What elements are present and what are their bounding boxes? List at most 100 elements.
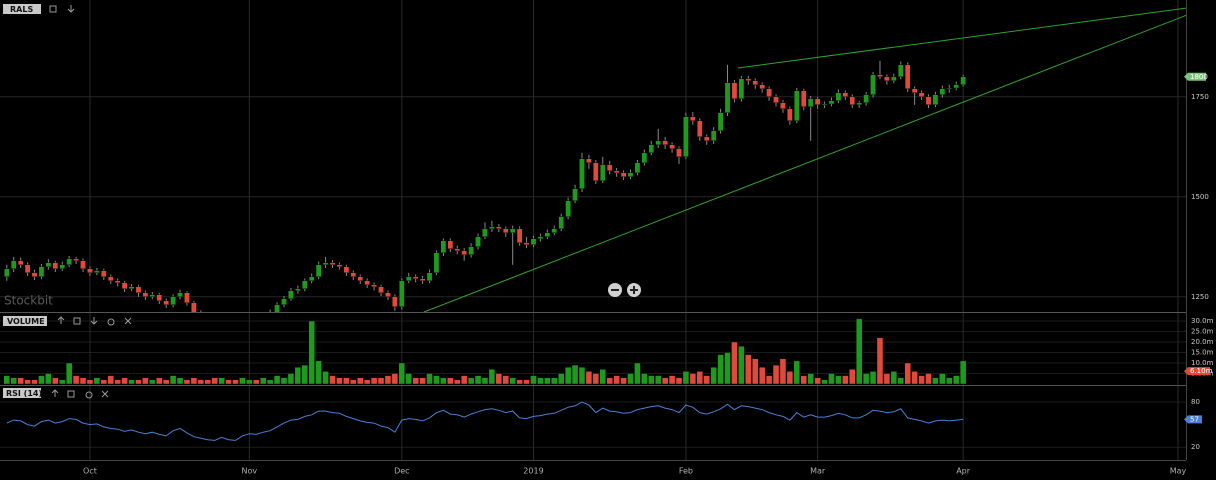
settings-icon[interactable] xyxy=(85,391,93,399)
volume-bar xyxy=(135,379,142,385)
volume-bar xyxy=(246,379,253,385)
candle-body xyxy=(128,286,135,289)
trend-line xyxy=(423,14,1186,312)
candle-body xyxy=(641,152,648,164)
volume-bar xyxy=(765,375,773,385)
candle-body xyxy=(447,240,454,250)
candle-body xyxy=(516,228,523,244)
candle-body xyxy=(163,300,169,305)
volume-bar xyxy=(731,341,738,385)
candle-body xyxy=(891,76,897,82)
volume-bar xyxy=(634,362,641,385)
volume-bar xyxy=(10,377,17,385)
volume-bar xyxy=(578,366,586,385)
volume-bar xyxy=(710,366,717,385)
candle-body xyxy=(357,276,364,281)
candle-body xyxy=(315,264,322,277)
volume-bar xyxy=(363,379,371,385)
volume-bar xyxy=(641,373,648,385)
close-icon[interactable] xyxy=(101,390,109,398)
candle-body xyxy=(371,284,377,287)
volume-bar xyxy=(530,375,537,385)
down-icon[interactable] xyxy=(90,317,98,325)
volume-bar xyxy=(738,345,745,385)
zoom-out-button[interactable] xyxy=(608,283,622,297)
volume-bar xyxy=(717,354,724,385)
candle-body xyxy=(184,292,190,303)
volume-bar xyxy=(814,377,821,385)
candle-body xyxy=(454,248,461,252)
volume-bar xyxy=(460,375,468,385)
x-tick-label: Feb xyxy=(679,467,693,476)
volume-tag xyxy=(1184,367,1210,376)
candle-body xyxy=(399,280,405,307)
symbol-title: RALS xyxy=(10,5,33,14)
candle-body xyxy=(94,270,100,273)
volume-bar xyxy=(724,352,731,385)
volume-bar xyxy=(696,371,703,385)
close-icon[interactable] xyxy=(124,317,132,325)
volume-bar xyxy=(752,358,759,385)
volume-bar xyxy=(959,360,967,385)
zoom-in-button[interactable] xyxy=(627,283,641,297)
candle-body xyxy=(932,94,939,106)
rsi-tag xyxy=(1184,415,1202,424)
x-tick-label: Apr xyxy=(956,467,971,476)
volume-bar xyxy=(599,369,606,385)
x-tick-label: Oct xyxy=(83,467,97,476)
volume-bar xyxy=(786,371,794,385)
up-icon[interactable] xyxy=(57,316,65,324)
expand-icon[interactable] xyxy=(49,5,57,13)
candle-body xyxy=(586,158,592,164)
volume-bar xyxy=(821,379,828,385)
up-icon[interactable] xyxy=(51,389,59,397)
candle-body xyxy=(24,264,31,273)
candle-body xyxy=(523,242,530,246)
candle-body xyxy=(946,87,953,90)
y-tick-label: 1250 xyxy=(1191,293,1209,301)
volume-title: VOLUME xyxy=(7,317,45,326)
volume-bar xyxy=(876,337,884,385)
volume-bar xyxy=(65,362,73,385)
volume-bar xyxy=(433,375,440,385)
candle-body xyxy=(378,286,384,293)
volume-bar xyxy=(377,377,385,385)
candle-body xyxy=(308,276,315,281)
volume-bar xyxy=(454,379,461,385)
volume-bar xyxy=(648,375,655,385)
candle-body xyxy=(101,270,107,277)
trend-lines xyxy=(423,7,1186,312)
volume-bar xyxy=(426,373,433,385)
volume-bar xyxy=(661,377,669,385)
volume-bar xyxy=(343,377,350,385)
symbol-badge xyxy=(3,4,41,14)
expand-icon[interactable] xyxy=(67,390,75,398)
volume-bar xyxy=(772,364,780,385)
volume-bar xyxy=(405,373,412,385)
x-tick-label: May xyxy=(1170,467,1187,476)
volume-bar xyxy=(835,375,842,385)
candle-body xyxy=(710,130,717,142)
volume-bar xyxy=(225,379,232,385)
candle-body xyxy=(558,216,564,230)
volume-bar xyxy=(807,373,814,385)
volume-bar xyxy=(675,377,683,385)
candle-body xyxy=(787,108,793,122)
settings-icon[interactable] xyxy=(107,318,115,326)
volume-bar xyxy=(204,379,211,385)
volume-bar xyxy=(93,377,101,385)
candle-body xyxy=(364,280,370,285)
candle-body xyxy=(800,90,807,108)
volume-bar xyxy=(350,379,357,385)
volume-bar xyxy=(301,364,308,385)
volume-bar xyxy=(24,379,31,385)
volume-badge xyxy=(3,316,47,326)
volume-bar xyxy=(419,377,426,385)
candle-body xyxy=(73,258,79,261)
volume-bar xyxy=(745,354,752,385)
down-icon[interactable] xyxy=(67,5,75,13)
expand-icon[interactable] xyxy=(73,317,81,325)
candle-body xyxy=(606,164,613,172)
candle-body xyxy=(385,292,391,297)
volume-bar xyxy=(149,379,156,385)
